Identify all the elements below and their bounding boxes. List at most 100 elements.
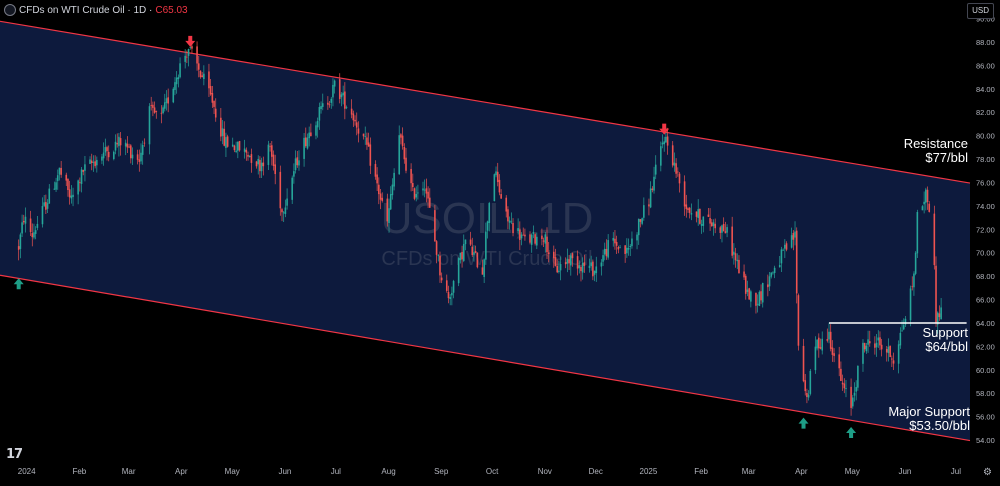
- candle: [802, 338, 805, 383]
- candle: [473, 245, 475, 262]
- candle: [237, 141, 239, 159]
- gear-icon[interactable]: ⚙: [983, 467, 992, 478]
- candle: [542, 237, 545, 247]
- candle: [79, 177, 81, 192]
- candle: [138, 149, 141, 172]
- resistance-label-line2: $77/bbl: [925, 150, 968, 165]
- candle: [481, 259, 484, 275]
- candle: [435, 239, 438, 264]
- candle: [315, 121, 317, 140]
- candle: [140, 143, 142, 165]
- candle: [734, 247, 737, 268]
- candle: [428, 188, 431, 208]
- price-tick-label: 74.00: [976, 202, 995, 211]
- candle: [558, 260, 560, 274]
- candle: [250, 148, 253, 173]
- candle: [153, 101, 156, 114]
- candle: [547, 241, 550, 263]
- candle: [96, 156, 98, 173]
- candle: [925, 187, 927, 211]
- candle: [614, 230, 616, 250]
- candle: [36, 215, 39, 231]
- candle: [41, 197, 44, 228]
- candle: [746, 280, 749, 297]
- candle: [114, 134, 117, 155]
- candle: [65, 172, 68, 187]
- candle: [48, 184, 51, 204]
- candle: [211, 85, 214, 108]
- candle: [167, 88, 169, 113]
- candle: [199, 70, 202, 79]
- tradingview-logo-icon[interactable]: 17: [6, 447, 23, 462]
- candle: [136, 149, 139, 165]
- candle: [175, 71, 178, 94]
- candle: [772, 271, 774, 275]
- candle: [605, 239, 608, 260]
- candle: [841, 374, 844, 391]
- candle: [795, 227, 798, 304]
- candle: [223, 121, 226, 147]
- candle: [70, 185, 73, 204]
- candle: [851, 394, 854, 409]
- candle: [840, 361, 842, 382]
- candle: [821, 331, 824, 355]
- candle: [398, 125, 401, 175]
- price-axis[interactable]: 54.00 56.00 58.00 60.00 62.00 64.00 66.00 68.00…: [971, 0, 1000, 481]
- candle: [107, 145, 110, 162]
- candle: [891, 355, 893, 367]
- price-tick-label: 54.00: [976, 436, 995, 445]
- candle: [486, 220, 489, 239]
- candle: [517, 218, 519, 235]
- candle: [637, 218, 640, 245]
- candle: [19, 232, 22, 259]
- candle: [376, 167, 378, 191]
- time-tick-label: Mar: [122, 467, 136, 476]
- candle: [875, 334, 878, 357]
- channel-lower-line[interactable]: [0, 274, 971, 442]
- support-label-line1: Support: [922, 325, 968, 340]
- candle: [758, 290, 761, 307]
- candle: [391, 178, 394, 200]
- candle: [838, 346, 840, 377]
- candle: [304, 127, 307, 148]
- candle: [362, 133, 365, 140]
- candle: [143, 138, 146, 147]
- candle: [462, 234, 465, 263]
- candle: [892, 352, 895, 370]
- candle: [445, 274, 448, 293]
- candle: [926, 186, 929, 210]
- candle: [184, 49, 186, 69]
- candle: [449, 294, 451, 306]
- candle: [819, 338, 822, 350]
- candle: [850, 378, 852, 416]
- candle: [913, 271, 915, 296]
- time-axis[interactable]: 2024 Feb Mar Apr May Jun Jul Aug Sep Oct Nov Dec 202…: [18, 467, 961, 476]
- major-support-label-line1: Major Support: [888, 404, 970, 419]
- candle: [790, 227, 793, 249]
- candle: [816, 338, 818, 351]
- candle: [488, 201, 491, 232]
- candle: [671, 141, 674, 168]
- candle: [328, 101, 331, 108]
- candle: [378, 177, 380, 205]
- channel-fill: [0, 21, 970, 441]
- channel-upper-line[interactable]: [0, 20, 971, 184]
- watermark-symbol: USOIL, 1D: [381, 194, 594, 243]
- candle: [778, 255, 781, 268]
- candle: [68, 180, 71, 205]
- candle: [529, 231, 531, 245]
- candle: [316, 117, 319, 138]
- candle: [721, 224, 723, 243]
- time-tick-label: May: [845, 467, 860, 476]
- candle: [197, 55, 200, 78]
- candle: [286, 188, 288, 210]
- candle: [293, 163, 295, 184]
- candle: [770, 272, 773, 279]
- candle: [148, 103, 151, 155]
- currency-button[interactable]: USD: [967, 3, 994, 19]
- candle: [303, 133, 305, 167]
- candle: [709, 208, 711, 231]
- price-tick-label: 78.00: [976, 155, 995, 164]
